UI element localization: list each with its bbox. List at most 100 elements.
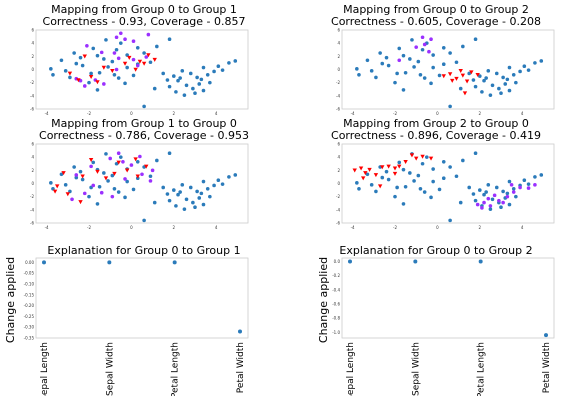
data-point xyxy=(507,88,512,93)
y-tick-label: -0.30 xyxy=(24,325,35,330)
title-p6: Explanation for Group 0 to Group 2 xyxy=(339,244,532,257)
mapped-point xyxy=(511,190,516,194)
data-point xyxy=(441,62,446,67)
scatter-panel-group2-to-group0: -4 -2 0 2 4 -6 -4 -2 0 2 4 6 xyxy=(336,142,555,230)
target-point xyxy=(352,168,357,173)
change-point xyxy=(107,260,112,265)
y-tick-label: 6 xyxy=(337,142,340,147)
data-point xyxy=(507,179,512,184)
x-tick-label: 2 xyxy=(479,111,482,116)
target-point xyxy=(377,184,383,189)
x-tick-label: 4 xyxy=(521,225,524,230)
data-point xyxy=(148,60,153,65)
plot-frame xyxy=(341,143,555,224)
data-point xyxy=(110,59,115,64)
data-point xyxy=(458,200,463,205)
x-tick-label: -4 xyxy=(351,225,355,230)
mapped-point xyxy=(119,31,123,36)
data-point xyxy=(467,185,472,190)
y-tick-label: -2 xyxy=(30,80,34,85)
data-point xyxy=(408,171,412,175)
data-point xyxy=(97,184,102,189)
data-point xyxy=(467,71,472,76)
mapped-point xyxy=(414,45,419,49)
mapped-point xyxy=(150,168,155,173)
data-point xyxy=(119,41,123,45)
target-point xyxy=(133,157,138,162)
data-point xyxy=(448,218,452,223)
target-point xyxy=(397,164,402,169)
y-tick-label: -6 xyxy=(30,107,34,112)
data-point xyxy=(116,76,121,80)
data-point xyxy=(499,205,503,209)
data-point xyxy=(114,47,119,52)
y-tick-label: -0.20 xyxy=(24,303,35,308)
data-point xyxy=(448,104,452,109)
data-point xyxy=(526,68,531,72)
mapped-point xyxy=(112,51,117,55)
mapped-point xyxy=(85,44,89,48)
target-point xyxy=(135,174,140,179)
data-point xyxy=(201,65,206,70)
data-point xyxy=(161,71,165,76)
data-point xyxy=(473,198,478,203)
target-point xyxy=(403,159,408,164)
target-point xyxy=(460,73,466,78)
data-point xyxy=(422,190,427,194)
data-point xyxy=(416,59,421,64)
title-p1-line2: Correctness - 0.93, Coverage - 0.857 xyxy=(43,15,246,28)
mapped-point xyxy=(501,200,505,205)
data-point xyxy=(507,65,512,70)
data-point xyxy=(490,197,495,202)
x-tick-label: -4 xyxy=(45,111,49,116)
data-point xyxy=(503,82,508,86)
mapped-point xyxy=(131,39,136,43)
explanation-panel-group0-to-group2: 0.0 -0.2 -0.4 -0.6 -0.8 -1.0 Sepal Length Sepal… xyxy=(332,257,555,396)
mapped-point xyxy=(492,193,497,198)
data-point xyxy=(505,191,510,196)
data-point xyxy=(199,191,204,196)
target-point xyxy=(361,176,366,181)
category-label: Sepal Length xyxy=(346,342,356,396)
target-point xyxy=(450,78,455,83)
x-tick-label: 4 xyxy=(521,111,524,116)
data-point xyxy=(418,72,423,77)
category-label: Petal Width xyxy=(542,342,552,393)
data-point xyxy=(478,74,482,78)
target-point xyxy=(475,72,480,77)
data-point xyxy=(142,51,146,55)
target-point xyxy=(146,53,151,58)
target-point xyxy=(124,168,130,173)
mapped-point xyxy=(99,50,104,55)
mapped-point xyxy=(74,173,79,177)
mapped-point xyxy=(480,206,484,210)
y-tick-label: 4 xyxy=(337,41,340,46)
data-point xyxy=(478,188,482,192)
title-p3-line1: Mapping from Group 1 to Group 0 xyxy=(51,117,237,130)
data-point xyxy=(201,202,206,207)
data-point xyxy=(155,158,159,163)
data-point xyxy=(167,84,172,89)
data-point xyxy=(114,161,119,166)
data-point xyxy=(178,190,182,194)
data-point xyxy=(522,178,527,183)
x-tick-label: 4 xyxy=(215,225,218,230)
data-point xyxy=(174,90,178,94)
mapped-point xyxy=(486,196,491,201)
data-point xyxy=(112,186,117,191)
data-point xyxy=(482,78,486,83)
mapped-point xyxy=(146,32,151,37)
data-point xyxy=(172,74,176,78)
data-point xyxy=(220,68,225,72)
x-tick-label: -2 xyxy=(87,111,91,116)
data-point xyxy=(393,80,397,85)
data-point xyxy=(471,78,476,82)
data-point xyxy=(518,69,522,74)
data-point xyxy=(174,204,178,208)
title-p2-line1: Mapping from Group 0 to Group 2 xyxy=(343,3,529,16)
data-point xyxy=(188,185,193,190)
x-tick-label: 2 xyxy=(173,111,176,116)
y-tick-label: -6 xyxy=(30,221,34,226)
data-point xyxy=(197,196,202,200)
y-tick-label: -1.0 xyxy=(332,330,340,335)
